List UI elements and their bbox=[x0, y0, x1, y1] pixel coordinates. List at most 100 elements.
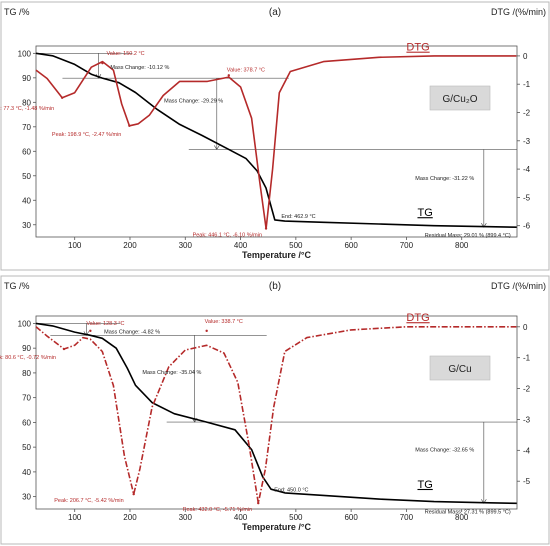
dtg-curve bbox=[35, 55, 517, 230]
right-axis-label: DTG /(%/min) bbox=[491, 7, 546, 17]
y-left-tick-label: 30 bbox=[22, 221, 31, 230]
tga-panel-a: TG /% DTG /(%/min) (a) Temperature /°C 100 20… bbox=[0, 1, 550, 271]
annotation-label: Mass Change: -29.29 % bbox=[164, 98, 223, 104]
y-right-tick-label: -1 bbox=[523, 354, 531, 363]
annotation-marker bbox=[132, 492, 135, 496]
annotation-label: Residual Mass: 27.31 % (899.5 °C) bbox=[425, 509, 511, 515]
y-right-tick-label: 0 bbox=[523, 52, 528, 61]
annotation-label: Mass Change: -35.04 % bbox=[142, 370, 201, 376]
x-axis-label: Temperature /°C bbox=[242, 522, 311, 532]
annotation-label: Peak: 446.1 °C, -6.10 %/min bbox=[193, 233, 262, 239]
dtg-series-label: DTG bbox=[406, 42, 429, 54]
sample-label: G/Cu bbox=[448, 364, 471, 375]
x-axis-label: Temperature /°C bbox=[242, 250, 311, 260]
x-tick-label: 800 bbox=[455, 241, 469, 250]
annotation-marker bbox=[60, 96, 64, 99]
y-left-tick-label: 80 bbox=[22, 98, 31, 107]
mass-change-arrowhead bbox=[214, 145, 220, 151]
annotation-label: Value: 378.7 °C bbox=[227, 67, 265, 73]
annotation-label: End: 462.9 °C bbox=[281, 214, 315, 220]
annotation-marker bbox=[89, 329, 92, 333]
right-axis-label: DTG /(%/min) bbox=[491, 281, 546, 291]
y-left-tick-label: 50 bbox=[22, 172, 31, 181]
y-left-tick-label: 100 bbox=[18, 319, 32, 328]
dtg-series-label: DTG bbox=[406, 312, 429, 324]
annotation-marker bbox=[264, 227, 268, 230]
annotation-marker bbox=[227, 74, 230, 77]
x-tick-label: 600 bbox=[344, 241, 358, 250]
left-axis-label: TG /% bbox=[4, 7, 30, 17]
tg-curve bbox=[35, 322, 517, 505]
y-left-tick-label: 90 bbox=[22, 344, 31, 353]
y-left-tick-label: 70 bbox=[22, 394, 31, 403]
y-left-tick-label: 40 bbox=[22, 196, 31, 205]
panel-label: (a) bbox=[269, 7, 281, 18]
annotation-label: Peak: 206.7 °C, -5.42 %/min bbox=[54, 498, 123, 504]
y-left-tick-label: 50 bbox=[22, 443, 31, 452]
x-tick-label: 700 bbox=[400, 241, 414, 250]
panel-frame bbox=[0, 275, 550, 545]
x-tick-label: 600 bbox=[344, 513, 358, 522]
x-tick-label: 100 bbox=[68, 513, 82, 522]
annotation-label: Peak: 80.6 °C, -0.72 %/min bbox=[0, 355, 56, 361]
mass-change-arrowhead bbox=[83, 331, 90, 336]
annotation-label: Mass Change: -10.12 % bbox=[110, 65, 169, 71]
panel-label: (b) bbox=[269, 281, 281, 292]
annotation-label: Mass Change: -31.22 % bbox=[415, 176, 474, 182]
y-left-tick-label: 70 bbox=[22, 123, 31, 132]
y-right-tick-label: -2 bbox=[523, 108, 531, 117]
y-right-tick-label: -5 bbox=[523, 477, 531, 486]
tg-series-label: TG bbox=[417, 479, 432, 491]
x-tick-label: 500 bbox=[289, 513, 303, 522]
panel-frame bbox=[0, 1, 550, 271]
annotation-label: Peak: 77.3 °C, -1.48 %/min bbox=[0, 106, 54, 112]
sample-label-box bbox=[429, 85, 491, 111]
y-right-tick-label: 0 bbox=[523, 323, 528, 332]
dtg-curve bbox=[35, 326, 517, 504]
annotation-label: Peak: 198.9 °C, -2.47 %/min bbox=[52, 132, 121, 138]
y-left-tick-label: 60 bbox=[22, 147, 31, 156]
x-tick-label: 300 bbox=[179, 241, 193, 250]
annotation-marker bbox=[62, 347, 66, 351]
sample-label-box bbox=[429, 355, 491, 381]
y-left-tick-label: 90 bbox=[22, 74, 31, 83]
y-right-tick-label: -4 bbox=[523, 446, 531, 455]
annotation-label: Residual Mass: 29.01 % (899.4 °C) bbox=[425, 233, 511, 239]
annotation-label: Peak: 432.0 °C, -5.71 %/min bbox=[183, 507, 252, 513]
y-left-tick-label: 100 bbox=[18, 49, 32, 58]
annotation-label: Value: 338.7 °C bbox=[205, 319, 243, 325]
x-tick-label: 400 bbox=[234, 513, 248, 522]
plot-area bbox=[35, 315, 518, 510]
annotation-label: Value: 128.3 °C bbox=[86, 321, 124, 327]
y-right-tick-label: -2 bbox=[523, 385, 531, 394]
tga-panel-b: TG /% DTG /(%/min) (b) Temperature /°C 100 20… bbox=[0, 275, 550, 545]
annotation-label: End: 450.0 °C bbox=[274, 488, 308, 494]
y-left-tick-label: 60 bbox=[22, 418, 31, 427]
annotation-marker bbox=[205, 329, 208, 333]
y-right-tick-label: -6 bbox=[523, 222, 531, 231]
annotation-marker bbox=[101, 61, 104, 65]
annotation-label: Value: 150.2 °C bbox=[106, 51, 144, 57]
y-left-tick-label: 40 bbox=[22, 468, 31, 477]
annotation-label: Mass Change: -32.65 % bbox=[415, 448, 474, 454]
y-right-tick-label: -3 bbox=[523, 137, 531, 146]
left-axis-label: TG /% bbox=[4, 281, 30, 291]
y-left-tick-label: 80 bbox=[22, 369, 31, 378]
x-tick-label: 500 bbox=[289, 241, 303, 250]
y-right-tick-label: -5 bbox=[523, 193, 531, 202]
plot-area bbox=[35, 45, 518, 238]
y-right-tick-label: -3 bbox=[523, 415, 531, 424]
tg-series-label: TG bbox=[417, 207, 432, 219]
y-left-tick-label: 30 bbox=[22, 493, 31, 502]
annotation-marker bbox=[128, 124, 131, 127]
annotation-marker bbox=[257, 501, 260, 505]
y-right-tick-label: -4 bbox=[523, 165, 531, 174]
y-right-tick-label: -1 bbox=[523, 80, 531, 89]
tg-curve bbox=[35, 52, 517, 228]
x-tick-label: 200 bbox=[123, 513, 137, 522]
x-tick-label: 100 bbox=[68, 241, 82, 250]
x-tick-label: 800 bbox=[455, 513, 469, 522]
x-tick-label: 400 bbox=[234, 241, 248, 250]
sample-label: G/Cu₂O bbox=[443, 94, 478, 105]
